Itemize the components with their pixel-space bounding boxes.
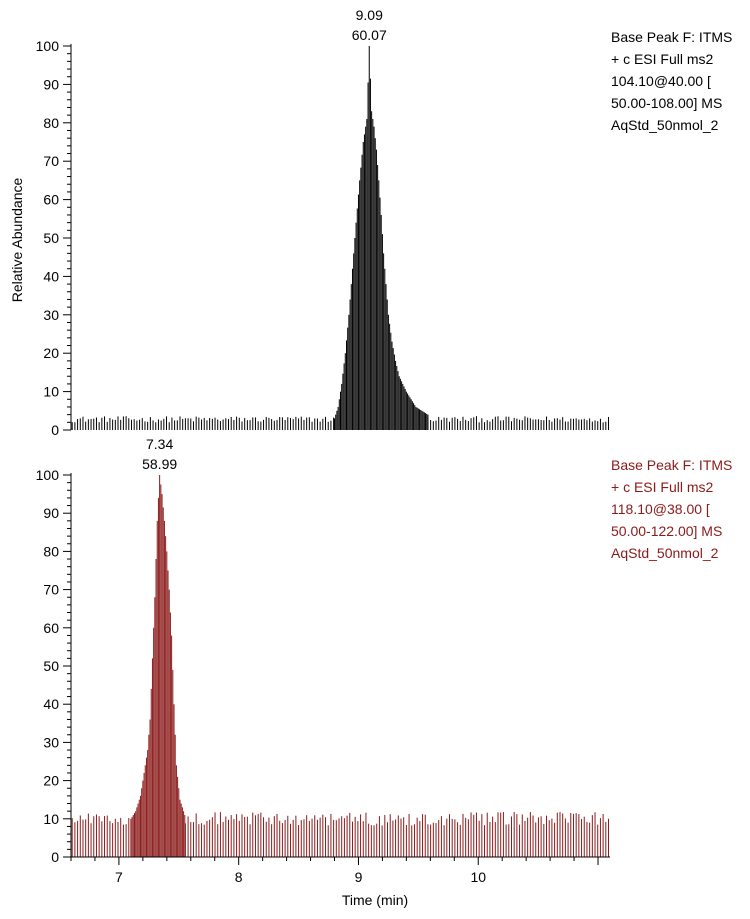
y-tick-label-top: 20 bbox=[43, 345, 59, 361]
x-tick-label: 7 bbox=[115, 869, 123, 885]
y-tick-label-bottom: 20 bbox=[43, 773, 59, 789]
legend-bottom-line-4: 50.00-122.00] MS bbox=[611, 523, 723, 539]
y-tick-label-bottom: 0 bbox=[51, 849, 59, 865]
legend-top-line-2: + c ESI Full ms2 bbox=[611, 51, 714, 67]
y-tick-label-top: 10 bbox=[43, 384, 59, 400]
x-tick-label: 8 bbox=[235, 869, 243, 885]
y-tick-label-bottom: 70 bbox=[43, 582, 59, 598]
y-tick-label-bottom: 100 bbox=[36, 467, 60, 483]
y-tick-label-bottom: 50 bbox=[43, 658, 59, 674]
y-tick-label-top: 70 bbox=[43, 153, 59, 169]
y-tick-label-top: 40 bbox=[43, 268, 59, 284]
y-tick-label-top: 100 bbox=[36, 38, 60, 54]
x-tick-label: 10 bbox=[470, 869, 486, 885]
legend-top: Base Peak F: ITMS + c ESI Full ms2 104.1… bbox=[611, 26, 732, 136]
y-tick-label-bottom: 40 bbox=[43, 696, 59, 712]
peak-rt-label-bottom: 7.34 bbox=[146, 436, 173, 452]
y-tick-label-top: 80 bbox=[43, 115, 59, 131]
legend-bottom-line-5: AqStd_50nmol_2 bbox=[611, 545, 719, 561]
y-tick-label-bottom: 10 bbox=[43, 811, 59, 827]
peak-mz-label-bottom: 58.99 bbox=[142, 456, 177, 472]
y-tick-label-top: 0 bbox=[51, 422, 59, 438]
legend-bottom-line-3: 118.10@38.00 [ bbox=[611, 501, 710, 517]
y-tick-label-top: 90 bbox=[43, 76, 59, 92]
x-axis-title: Time (min) bbox=[342, 892, 408, 908]
legend-bottom: Base Peak F: ITMS + c ESI Full ms2 118.1… bbox=[611, 454, 732, 564]
legend-bottom-line-1: Base Peak F: ITMS bbox=[611, 457, 733, 473]
legend-top-line-5: AqStd_50nmol_2 bbox=[611, 117, 719, 133]
y-tick-label-bottom: 30 bbox=[43, 734, 59, 750]
peak-mz-label-top: 60.07 bbox=[352, 27, 387, 43]
y-tick-label-top: 60 bbox=[43, 192, 59, 208]
peak-rt-label-top: 9.09 bbox=[356, 7, 383, 23]
legend-bottom-line-2: + c ESI Full ms2 bbox=[611, 479, 714, 495]
y-tick-label-bottom: 60 bbox=[43, 620, 59, 636]
x-tick-label: 9 bbox=[355, 869, 363, 885]
y-tick-label-top: 50 bbox=[43, 230, 59, 246]
y-tick-label-bottom: 80 bbox=[43, 543, 59, 559]
y-tick-label-bottom: 90 bbox=[43, 505, 59, 521]
y-axis-title: Relative Abundance bbox=[9, 178, 25, 303]
y-tick-label-top: 30 bbox=[43, 307, 59, 323]
legend-top-line-1: Base Peak F: ITMS bbox=[611, 29, 733, 45]
legend-top-line-3: 104.10@40.00 [ bbox=[611, 73, 711, 89]
legend-top-line-4: 50.00-108.00] MS bbox=[611, 95, 723, 111]
